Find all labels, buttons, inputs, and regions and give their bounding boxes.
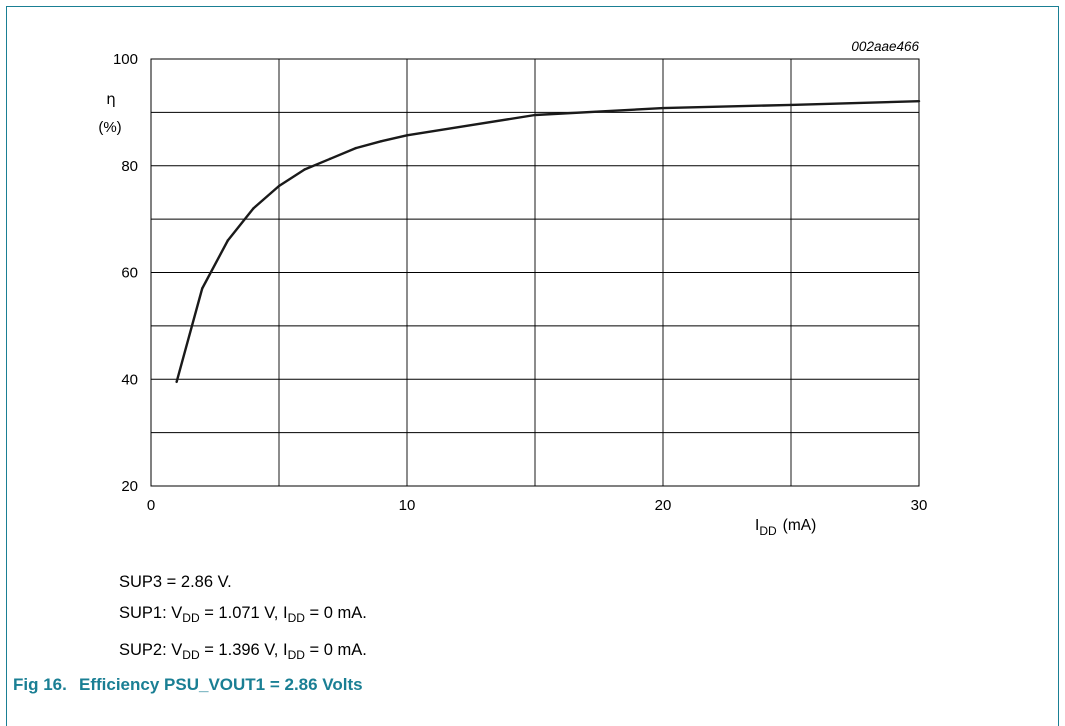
note-sup1-sub: DD (182, 611, 200, 625)
note-sup1: SUP1: VDD = 1.071 V, IDD = 0 mA. (119, 603, 367, 625)
note-sup1-mid: = 1.071 V, I (199, 604, 288, 622)
y-tick-label: 20 (121, 478, 138, 495)
note-sup2: SUP2: VDD = 1.396 V, IDD = 0 mA. (119, 640, 367, 662)
note-sup3: SUP3 = 2.86 V. (119, 573, 232, 591)
note-sup1-prefix: SUP1: V (119, 604, 183, 622)
x-axis-unit: (mA) (783, 517, 817, 534)
data-point (201, 287, 204, 290)
efficiency-chart: 0 10 20 30 20 40 60 80 100 002aae466 η (%) IDD (m… (98, 39, 927, 538)
x-axis-label: IDD (mA) (755, 517, 816, 538)
x-tick-label: 20 (655, 497, 672, 514)
x-axis-symbol: I (755, 517, 759, 534)
x-axis-subscript: DD (759, 524, 777, 538)
y-axis-unit: (%) (98, 119, 121, 136)
data-point (303, 168, 306, 171)
note-sup2-prefix: SUP2: V (119, 641, 183, 659)
tick-labels: 0 10 20 30 20 40 60 80 100 (113, 51, 927, 514)
data-point (277, 184, 281, 188)
data-point (354, 146, 357, 150)
note-sup2-suffix: = 0 mA. (304, 641, 367, 659)
y-tick-label: 100 (113, 51, 138, 68)
note-sup2-sub2: DD (287, 648, 305, 662)
data-point (789, 103, 793, 107)
data-point (380, 139, 383, 143)
y-tick-label: 80 (121, 158, 138, 175)
x-tick-label: 10 (399, 497, 416, 514)
data-point (405, 134, 409, 137)
note-sup2-sub: DD (182, 648, 200, 662)
grid (151, 59, 919, 486)
data-point (661, 106, 665, 110)
figure-code: 002aae466 (851, 39, 919, 54)
data-point (175, 380, 178, 384)
note-sup2-mid: = 1.396 V, I (199, 641, 288, 659)
data-point (252, 207, 255, 210)
note-sup1-sub2: DD (287, 611, 305, 625)
figure-caption: Fig 16. Efficiency PSU_VOUT1 = 2.86 Volts (13, 675, 363, 695)
figure-number: Fig 16. (13, 675, 67, 694)
figure-frame (6, 6, 1059, 726)
data-point (533, 113, 537, 117)
x-tick-label: 30 (911, 497, 928, 514)
plot-area (150, 58, 920, 487)
data-points (175, 99, 921, 384)
y-tick-label: 40 (121, 371, 138, 388)
y-tick-label: 60 (121, 265, 138, 282)
figure-title: Efficiency PSU_VOUT1 = 2.86 Volts (79, 675, 363, 694)
data-point (917, 99, 921, 103)
note-sup1-suffix: = 0 mA. (304, 604, 367, 622)
efficiency-curve (175, 100, 920, 383)
x-tick-label: 0 (147, 497, 155, 514)
data-point (329, 157, 332, 161)
y-axis-symbol: η (106, 90, 116, 108)
data-point (226, 239, 229, 242)
